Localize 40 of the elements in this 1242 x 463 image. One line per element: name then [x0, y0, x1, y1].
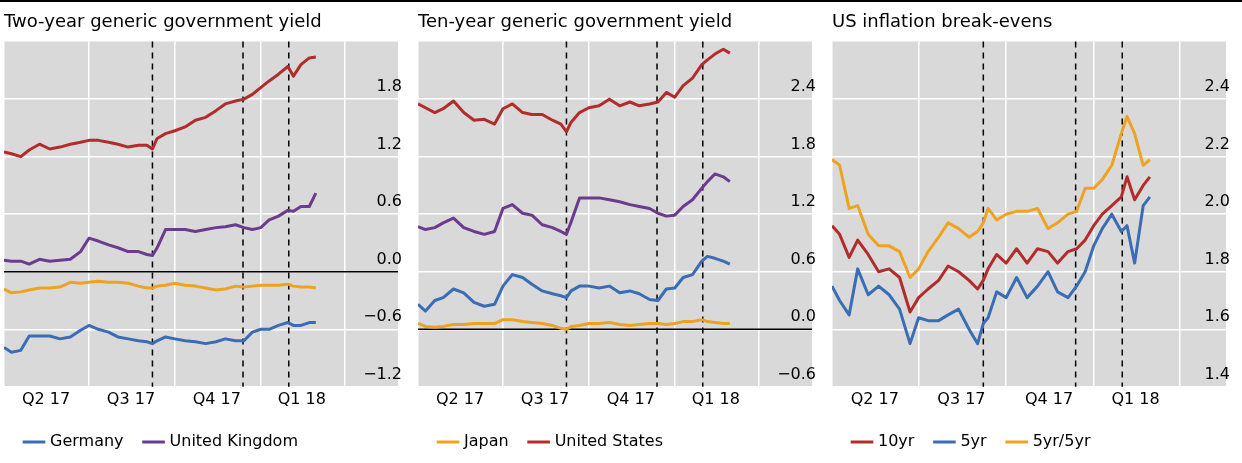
chart-title: US inflation break-evens [832, 10, 1053, 32]
chart-title: Ten-year generic government yield [417, 10, 733, 32]
x-tick-label: Q3 17 [106, 388, 156, 408]
y-tick-label: 1.8 [376, 76, 402, 96]
legend-label: 5yr [960, 431, 988, 451]
y-tick-label: −0.6 [363, 306, 402, 326]
x-tick-label: Q2 17 [21, 388, 71, 408]
y-tick-label: 1.8 [790, 133, 816, 153]
y-tick-label: 1.8 [1204, 248, 1230, 268]
legend-label: Germany [50, 431, 124, 451]
y-tick-label: 0.0 [376, 248, 402, 268]
x-tick-label: Q2 17 [435, 388, 485, 408]
y-tick-label: 1.2 [790, 191, 816, 211]
y-tick-label: −1.2 [363, 363, 402, 383]
legend-label: 5yr/5yr [1032, 431, 1091, 451]
y-tick-label: −0.6 [777, 363, 816, 383]
x-tick-label: Q1 18 [277, 388, 326, 408]
legend-label: United States [554, 431, 663, 451]
x-tick-label: Q4 17 [606, 388, 655, 408]
x-tick-label: Q3 17 [520, 388, 570, 408]
y-tick-label: 2.4 [1204, 76, 1230, 96]
legend-label: United Kingdom [169, 431, 298, 451]
y-tick-label: 2.0 [1204, 191, 1230, 211]
y-tick-label: 2.2 [1204, 133, 1230, 153]
x-tick-label: Q1 18 [691, 388, 740, 408]
x-tick-label: Q3 17 [937, 388, 986, 408]
y-tick-label: 0.0 [790, 306, 816, 326]
y-tick-label: 0.6 [790, 248, 816, 268]
y-tick-label: 1.2 [376, 133, 402, 153]
legend-label: 10yr [878, 431, 915, 451]
y-tick-label: 2.4 [790, 76, 816, 96]
y-tick-label: 1.4 [1204, 363, 1230, 383]
x-tick-label: Q4 17 [1024, 388, 1074, 408]
chart-title: Two-year generic government yield [3, 10, 322, 32]
y-tick-label: 0.6 [376, 191, 402, 211]
y-tick-label: 1.6 [1204, 306, 1230, 326]
legend-label: Japan [463, 431, 509, 451]
x-tick-label: Q1 18 [1111, 388, 1160, 408]
x-tick-label: Q4 17 [192, 388, 241, 408]
x-tick-label: Q2 17 [850, 388, 899, 408]
